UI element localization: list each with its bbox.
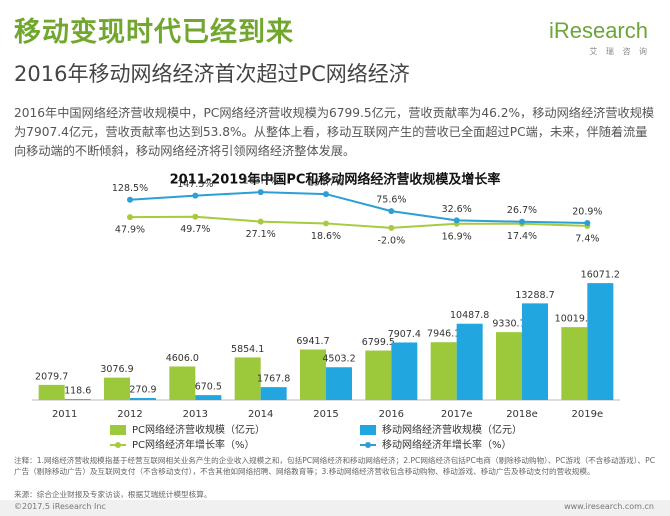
x-tick-label: 2014 (248, 409, 273, 420)
bar-label: 270.9 (129, 385, 156, 396)
x-tick-label: 2012 (117, 409, 142, 420)
line-point (192, 213, 199, 220)
notes: 注释：1.网络经济营收规模指基于经营互联网相关业务产生的企业收入规模之和，包括P… (14, 456, 656, 476)
bar-label: 13288.7 (515, 290, 554, 301)
line-label: 128.5% (112, 183, 148, 194)
bar-label: 10019.5 (555, 314, 594, 325)
bar (38, 384, 65, 400)
bar-label: 9330.7 (492, 319, 525, 330)
line-label: 147.5% (177, 179, 213, 190)
line-point (323, 191, 329, 198)
line-label: 49.7% (180, 224, 210, 235)
bar-label: 7907.4 (388, 329, 421, 340)
page-subtitle: 2016年移动网络经济首次超过PC网络经济 (14, 62, 410, 86)
line-point (257, 218, 264, 225)
line-point (388, 224, 395, 231)
bar (130, 398, 156, 400)
logo: iResearch (548, 18, 648, 43)
bar (234, 357, 261, 400)
line-point (127, 196, 133, 203)
bar-label: 6799.5 (362, 337, 395, 348)
line-label: 17.4% (507, 231, 537, 242)
line (129, 215, 588, 229)
bar (430, 342, 457, 400)
bar (260, 387, 287, 400)
line-point (127, 214, 133, 221)
bar-label: 16071.2 (581, 270, 620, 281)
bar-label: 1767.8 (257, 374, 290, 385)
bar-label: 6941.7 (296, 336, 329, 347)
x-tick-label: 2015 (313, 409, 338, 420)
copyright: ©2017.5 iResearch Inc (14, 502, 106, 511)
line-label: 163.7% (243, 176, 279, 187)
bar (326, 367, 352, 400)
x-tick-label: 2017e (441, 409, 473, 420)
line-label: 75.6% (376, 195, 406, 206)
line-label: 154.7% (308, 178, 344, 189)
bar-label: 4606.0 (166, 353, 199, 364)
logo-subtitle: 艾 瑞 咨 询 (589, 47, 650, 56)
bar-label: 3076.9 (100, 364, 133, 375)
bar-label: 5854.1 (231, 344, 264, 355)
bar (300, 349, 326, 400)
x-tick-label: 2018e (506, 409, 538, 420)
line-point (323, 220, 329, 227)
x-tick-label: 2011 (52, 409, 77, 420)
legend-label: PC网络经济营收规模（亿元） (132, 423, 265, 436)
paragraph: 2016年中国网络经济营收规模中，PC网络经济营收规模为6799.5亿元，营收贡… (14, 106, 655, 158)
line-point (519, 218, 525, 225)
x-tick-label: 2019e (572, 409, 604, 420)
footer-bar (0, 500, 670, 516)
legend-label: PC网络经济年增长率（%） (132, 438, 255, 451)
url: www.iresearch.com.cn (564, 502, 654, 511)
bar (169, 366, 196, 400)
x-tick-label: 2013 (183, 409, 208, 420)
legend-label: 移动网络经济营收规模（亿元） (382, 423, 522, 436)
legend-swatch (365, 442, 371, 448)
bar-label: 4503.2 (322, 354, 355, 365)
legend-swatch (115, 442, 121, 448)
bar (391, 342, 418, 400)
line-label: 26.7% (507, 205, 537, 216)
bar (195, 395, 222, 400)
line-label: 7.4% (575, 233, 599, 244)
line-label: 27.1% (246, 229, 276, 240)
legend-label: 移动网络经济年增长率（%） (382, 438, 512, 451)
bar (456, 323, 483, 400)
line-label: 16.9% (442, 231, 472, 242)
bar-label: 670.5 (195, 382, 222, 393)
bar (587, 283, 614, 400)
line-point (584, 219, 591, 226)
bar (104, 377, 130, 400)
bar-label: 10487.8 (450, 310, 489, 321)
x-tick-label: 2016 (379, 409, 404, 420)
bar (64, 399, 91, 400)
bar (496, 332, 522, 400)
line-label: 20.9% (572, 206, 602, 217)
bar-label: 7946.1 (427, 329, 460, 340)
line-label: 32.6% (442, 204, 472, 215)
line-label: -2.0% (378, 235, 406, 246)
line (129, 191, 588, 224)
source: 来源：综合企业财报及专家访谈，根据艾瑞统计模型核算。 (14, 490, 212, 499)
legend-swatch (110, 425, 126, 435)
bar-label: 2079.7 (35, 371, 68, 382)
line-point (192, 192, 199, 199)
chart-title: 2011-2019年中国PC和移动网络经济营收规模及增长率 (170, 172, 501, 188)
bar (365, 350, 392, 400)
bar (522, 303, 548, 400)
line-label: 18.6% (311, 231, 341, 242)
line-point (388, 208, 395, 215)
bar (561, 327, 588, 400)
line-label: 47.9% (115, 225, 145, 236)
line-point (453, 217, 460, 224)
legend-swatch (360, 425, 376, 435)
bar-label: 118.6 (64, 386, 91, 397)
page-title: 移动变现时代已经到来 (14, 17, 294, 48)
line-point (257, 189, 264, 196)
